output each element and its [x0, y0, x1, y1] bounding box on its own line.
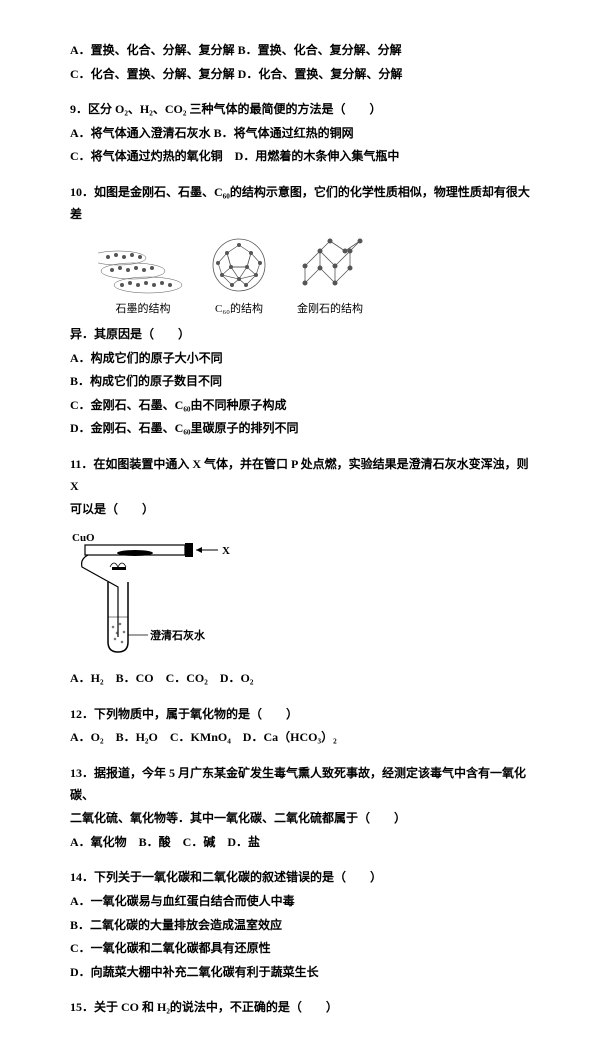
limewater-label: 澄清石灰水	[150, 628, 206, 642]
x-label: X	[222, 545, 230, 557]
figure-diamond: 金刚石的结构	[290, 233, 370, 320]
graphite-caption: 石墨的结构	[116, 300, 171, 320]
diamond-caption: 金刚石的结构	[297, 300, 363, 320]
experiment-apparatus-icon: X CuO 澄清石灰水	[70, 527, 270, 657]
graphite-structure-icon	[98, 243, 188, 298]
figure-graphite: 石墨的结构	[98, 243, 188, 320]
question-13: 13．据报道，今年 5 月广东某金矿发生毒气熏人致死事故，经测定该毒气中含有一氧…	[70, 763, 535, 853]
q11-stem-2: 可以是（ ）	[70, 499, 535, 521]
q10-option-a: A．构成它们的原子大小不同	[70, 348, 535, 370]
c60-structure-icon	[204, 233, 274, 298]
q13-stem-2: 二氧化硫、氧化物等．其中一氧化碳、二氧化硫都属于（ ）	[70, 808, 535, 830]
q14-option-d: D．向蔬菜大棚中补充二氧化碳有利于蔬菜生长	[70, 962, 535, 984]
question-12: 12．下列物质中，属于氧化物的是（ ） A．O₂ B．H₂O C．KMnO₄ D…	[70, 704, 535, 749]
q11-stem-1: 11．在如图装置中通入 X 气体，并在管口 P 处点燃，实验结果是澄清石灰水变浑…	[70, 454, 535, 497]
q12-options: A．O₂ B．H₂O C．KMnO₄ D．Ca（HCO₃）₂	[70, 727, 535, 749]
q10-stem-part2: 异．其原因是（ ）	[70, 324, 535, 346]
q10-option-b: B．构成它们的原子数目不同	[70, 371, 535, 393]
q13-options: A．氧化物 B．酸 C．碱 D．盐	[70, 832, 535, 854]
q14-option-c: C．一氧化碳和二氧化碳都具有还原性	[70, 938, 535, 960]
q10-figures: 石墨的结构	[90, 233, 535, 320]
q14-option-b: B．二氧化碳的大量排放会造成温室效应	[70, 915, 535, 937]
q11-options: A．H₂ B．CO C．CO₂ D．O₂	[70, 668, 535, 690]
question-10: 10．如图是金刚石、石墨、C₆₀的结构示意图，它们的化学性质相似，物理性质却有很…	[70, 182, 535, 440]
figure-c60: C₆₀的结构	[204, 233, 274, 320]
q14-option-a: A．一氧化碳易与血红蛋白结合而使人中毒	[70, 891, 535, 913]
q13-stem-1: 13．据报道，今年 5 月广东某金矿发生毒气熏人致死事故，经测定该毒气中含有一氧…	[70, 763, 535, 806]
q14-stem: 14．下列关于一氧化碳和二氧化碳的叙述错误的是（ ）	[70, 867, 535, 889]
question-15: 15．关于 CO 和 H₂的说法中，不正确的是（ ）	[70, 997, 535, 1019]
q10-stem-part1: 10．如图是金刚石、石墨、C₆₀的结构示意图，它们的化学性质相似，物理性质却有很…	[70, 182, 535, 225]
q10-option-d: D．金刚石、石墨、C₆₀里碳原子的排列不同	[70, 418, 535, 440]
cuo-label: CuO	[72, 532, 95, 544]
q9-option-ab: A．将气体通入澄清石灰水 B．将气体通过红热的铜网	[70, 123, 535, 145]
question-14: 14．下列关于一氧化碳和二氧化碳的叙述错误的是（ ） A．一氧化碳易与血红蛋白结…	[70, 867, 535, 983]
q10-option-c: C．金刚石、石墨、C₆₀由不同种原子构成	[70, 395, 535, 417]
q15-stem: 15．关于 CO 和 H₂的说法中，不正确的是（ ）	[70, 997, 535, 1019]
c60-caption: C₆₀的结构	[215, 300, 263, 320]
q8-option-cd: C．化合、置换、分解、复分解 D．化合、置换、复分解、分解	[70, 64, 535, 86]
q12-stem: 12．下列物质中，属于氧化物的是（ ）	[70, 704, 535, 726]
question-11: 11．在如图装置中通入 X 气体，并在管口 P 处点燃，实验结果是澄清石灰水变浑…	[70, 454, 535, 690]
q9-stem: 9．区分 O₂、H₂、CO₂ 三种气体的最简便的方法是（ ）	[70, 99, 535, 121]
diamond-structure-icon	[290, 233, 370, 298]
q9-option-cd: C．将气体通过灼热的氧化铜 D．用燃着的木条伸入集气瓶中	[70, 146, 535, 168]
question-9: 9．区分 O₂、H₂、CO₂ 三种气体的最简便的方法是（ ） A．将气体通入澄清…	[70, 99, 535, 168]
q11-device-figure: X CuO 澄清石灰水	[70, 527, 535, 665]
q8-option-ab: A．置换、化合、分解、复分解 B．置换、化合、复分解、分解	[70, 40, 535, 62]
exam-page: A．置换、化合、分解、复分解 B．置换、化合、复分解、分解 C．化合、置换、分解…	[0, 0, 595, 1061]
